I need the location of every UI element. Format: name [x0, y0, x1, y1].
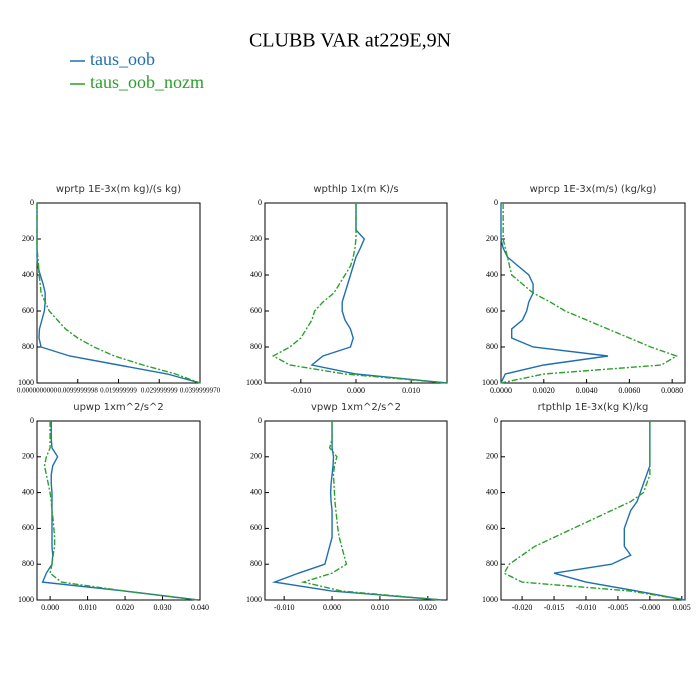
- x-tick-label: -0.015: [544, 603, 565, 612]
- x-tick-label: -0.010: [274, 603, 295, 612]
- plot-frame: [36, 202, 201, 384]
- x-tick-label: 0.000: [323, 603, 341, 612]
- y-tick-label: 1000: [246, 378, 262, 387]
- panel-title: rtpthlp 1E-3x(kg K)/kg: [538, 402, 649, 413]
- x-tick-label: 0.0099999998: [58, 387, 99, 395]
- y-tick-label: 200: [486, 234, 498, 243]
- x-tick-label: 0.000: [347, 386, 365, 395]
- y-tick-label: 400: [250, 270, 262, 279]
- profile-line: [271, 421, 443, 601]
- y-tick-label: 800: [22, 342, 34, 351]
- x-tick-label: -0.010: [291, 386, 312, 395]
- profile-line: [36, 203, 201, 384]
- y-tick-label: 600: [22, 306, 34, 315]
- y-tick-label: 0: [494, 198, 498, 207]
- plot-frame: [500, 420, 686, 601]
- profile-line: [41, 421, 199, 601]
- y-tick-label: 800: [250, 559, 262, 568]
- panel-title: wpthlp 1x(m K)/s: [313, 184, 398, 195]
- x-tick-label: -0.010: [576, 603, 597, 612]
- x-tick-label: 0.0399999970: [180, 387, 221, 395]
- panel-title: vpwp 1xm^2/s^2: [311, 402, 401, 413]
- x-tick-label: 0.010: [371, 603, 389, 612]
- y-tick-label: 400: [486, 487, 498, 496]
- y-tick-label: 1000: [18, 595, 34, 604]
- profile-line: [300, 421, 443, 601]
- y-tick-label: 0: [30, 416, 34, 425]
- profile-line: [500, 203, 679, 384]
- x-tick-label: 0.0020: [533, 386, 555, 395]
- y-tick-label: 1000: [482, 595, 498, 604]
- y-tick-label: 400: [22, 270, 34, 279]
- y-tick-label: 600: [250, 523, 262, 532]
- y-tick-label: 800: [250, 342, 262, 351]
- profile-line: [36, 203, 201, 384]
- profile-line: [553, 421, 686, 601]
- x-tick-label: -0.000: [640, 603, 661, 612]
- x-tick-label: 0.000: [41, 603, 59, 612]
- y-tick-label: 400: [250, 487, 262, 496]
- y-tick-label: 0: [258, 416, 262, 425]
- x-tick-label: 0.0060: [618, 386, 640, 395]
- y-tick-label: 800: [486, 559, 498, 568]
- panel-title: wprcp 1E-3x(m/s) (kg/kg): [530, 184, 657, 195]
- x-tick-label: 0.005: [673, 603, 691, 612]
- x-tick-label: 0.040: [191, 603, 209, 612]
- x-tick-label: 0.019999999: [100, 387, 137, 395]
- y-tick-label: 200: [22, 452, 34, 461]
- y-tick-label: 1000: [246, 595, 262, 604]
- profile-line: [500, 203, 609, 384]
- panel-title: upwp 1xm^2/s^2: [73, 402, 163, 413]
- panel-title: wprtp 1E-3x(m kg)/(s kg): [56, 184, 181, 195]
- x-tick-label: 0.020: [419, 603, 437, 612]
- figure-title: CLUBB VAR at229E,9N: [249, 30, 451, 52]
- plot-frame: [500, 202, 686, 384]
- y-tick-label: 600: [486, 306, 498, 315]
- x-tick-label: 0.0040: [576, 386, 598, 395]
- y-tick-label: 200: [22, 234, 34, 243]
- y-tick-label: 0: [258, 198, 262, 207]
- x-tick-label: 0.0000000000: [17, 387, 58, 395]
- x-tick-label: 0.010: [79, 603, 97, 612]
- x-tick-label: 0.0080: [661, 386, 683, 395]
- x-tick-label: -0.005: [608, 603, 629, 612]
- y-tick-label: 600: [22, 523, 34, 532]
- legend-label: taus_oob_nozm: [90, 72, 204, 92]
- profile-line: [271, 203, 448, 384]
- y-tick-label: 600: [486, 523, 498, 532]
- x-tick-label: 0.030: [154, 603, 172, 612]
- y-tick-label: 200: [250, 452, 262, 461]
- x-tick-label: 0.020: [116, 603, 134, 612]
- y-tick-label: 400: [486, 270, 498, 279]
- y-tick-label: 200: [486, 452, 498, 461]
- profile-line: [310, 203, 448, 384]
- y-tick-label: 800: [22, 559, 34, 568]
- x-tick-label: 0.010: [402, 386, 420, 395]
- y-tick-label: 1000: [482, 378, 498, 387]
- x-tick-label: 0.029999999: [141, 387, 178, 395]
- y-tick-label: 0: [30, 198, 34, 207]
- profile-line: [503, 421, 686, 601]
- legend-label: taus_oob: [90, 49, 155, 69]
- plot-frame: [36, 420, 201, 601]
- y-tick-label: 800: [486, 342, 498, 351]
- y-tick-label: 0: [494, 416, 498, 425]
- x-tick-label: 0.0000: [490, 386, 512, 395]
- profile-line: [43, 421, 199, 601]
- y-tick-label: 1000: [18, 378, 34, 387]
- y-tick-label: 600: [250, 306, 262, 315]
- y-tick-label: 200: [250, 234, 262, 243]
- x-tick-label: -0.020: [512, 603, 533, 612]
- plot-frame: [264, 420, 448, 601]
- y-tick-label: 400: [22, 487, 34, 496]
